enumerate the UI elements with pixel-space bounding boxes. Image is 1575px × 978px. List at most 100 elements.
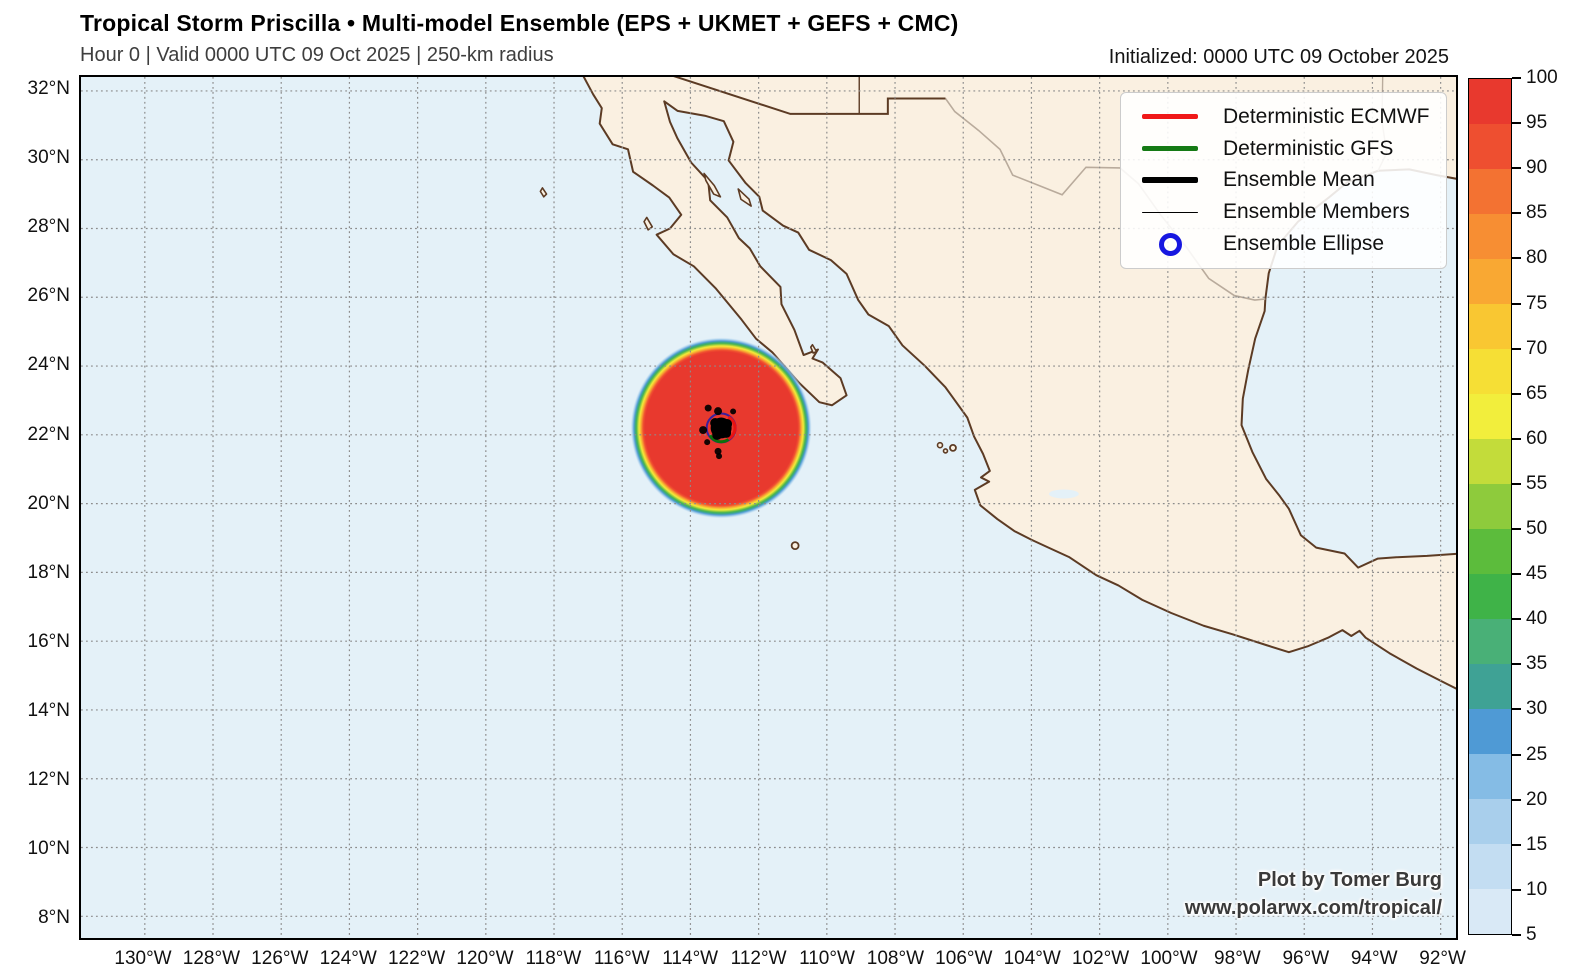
legend-row-1: Deterministic GFS [1131, 133, 1436, 164]
colorbar-tick-mark [1512, 167, 1521, 170]
y-tick-label: 22°N [27, 423, 70, 445]
colorbar-tick-mark [1512, 347, 1521, 350]
x-tick-label: 98°W [1214, 948, 1261, 969]
colorbar-band-25-30 [1469, 709, 1511, 754]
colorbar-tick-label: 45 [1526, 563, 1548, 585]
x-tick-label: 102°W [1071, 948, 1130, 969]
colorbar-band-65-70 [1469, 349, 1511, 394]
grid-lines [81, 77, 1456, 938]
legend-ellipse-icon [1131, 232, 1209, 256]
ensemble-member-dot [699, 426, 708, 435]
x-tick-label: 106°W [935, 948, 993, 969]
ensemble-member-dot [704, 404, 712, 412]
legend-swatch-shape [1158, 232, 1182, 256]
ensemble-mean-marker [710, 418, 721, 428]
x-tick-label: 122°W [387, 948, 446, 969]
colorbar-tick-mark [1512, 618, 1521, 621]
colorbar-band-80-85 [1469, 214, 1511, 259]
colorbar-band-60-65 [1469, 394, 1511, 439]
colorbar-tick-label: 50 [1526, 518, 1548, 540]
credit-text: Plot by Tomer Burg www.polarwx.com/tropi… [1185, 866, 1442, 922]
x-tick-label: 114°W [662, 948, 719, 969]
colorbar-tick-label: 100 [1526, 67, 1558, 88]
y-tick-label: 20°N [27, 492, 70, 514]
ecmwf-track-marker [727, 415, 737, 441]
colorbar-tick-label: 90 [1526, 157, 1548, 179]
colorbar-tick-label: 80 [1526, 247, 1548, 269]
colorbar-tick-label: 30 [1526, 698, 1548, 720]
colorbar-band-45-50 [1469, 529, 1511, 574]
island-maria-madre [936, 441, 944, 449]
x-tick-label: 126°W [251, 948, 309, 969]
colorbar-band-75-80 [1469, 259, 1511, 304]
gfs-track-marker [708, 434, 730, 444]
colorbar-tick-mark [1512, 798, 1521, 801]
colorbar-band-20-25 [1469, 754, 1511, 799]
island-cedros [643, 216, 654, 231]
island-angel-guarda [703, 172, 722, 198]
colorbar-band-30-35 [1469, 664, 1511, 709]
y-tick-label: 26°N [27, 285, 70, 307]
y-tick-label: 14°N [27, 699, 70, 721]
y-tick-label: 28°N [27, 216, 70, 238]
colorbar-tick-mark [1512, 212, 1521, 215]
x-tick-label: 124°W [319, 948, 377, 969]
colorbar-tick-mark [1512, 843, 1521, 846]
y-tick-label: 12°N [27, 769, 70, 790]
colorbar-tick-label: 5 [1526, 924, 1537, 945]
colorbar-tick-label: 15 [1526, 833, 1548, 855]
colorbar-tick-mark [1512, 663, 1521, 666]
colorbar-tick-mark [1512, 482, 1521, 485]
colorbar-band-35-40 [1469, 619, 1511, 664]
colorbar-tick-mark [1512, 257, 1521, 260]
x-tick-label: 110°W [799, 948, 855, 969]
colorbar-band-50-55 [1469, 484, 1511, 529]
y-tick-label: 32°N [27, 78, 70, 99]
ensemble-mean-marker [712, 429, 723, 440]
y-tick-label: 18°N [27, 561, 70, 583]
colorbar-tick-label: 75 [1526, 292, 1548, 314]
x-tick-label: 116°W [593, 948, 650, 969]
colorbar-band-5-10 [1469, 889, 1511, 934]
legend-row-4: Ensemble Ellipse [1131, 229, 1436, 260]
colorbar-tick-label: 95 [1526, 112, 1548, 134]
colorbar-tick-label: 60 [1526, 427, 1548, 449]
legend-label: Ensemble Mean [1223, 168, 1375, 192]
legend-line-icon [1131, 146, 1209, 152]
x-tick-label: 96°W [1282, 948, 1330, 969]
colorbar-band-40-45 [1469, 574, 1511, 619]
colorbar-tick-label: 70 [1526, 337, 1548, 359]
colorbar-tick-label: 55 [1526, 472, 1548, 494]
colorbar-gradient [1468, 78, 1512, 935]
colorbar-tick-mark [1512, 753, 1521, 756]
colorbar-band-90-95 [1469, 124, 1511, 169]
y-tick-label: 16°N [27, 630, 70, 652]
legend-swatch-shape [1142, 211, 1198, 214]
rio-grande-river [944, 98, 1266, 301]
colorbar-band-15-20 [1469, 799, 1511, 844]
plot-subtitle: Hour 0 | Valid 0000 UTC 09 Oct 2025 | 25… [80, 44, 554, 66]
colorbar: 100 95 90 85 80 75 70 65 60 55 50 45 40 35 30 25 20 15 10 5 [1468, 67, 1558, 945]
credit-line1: Plot by Tomer Burg [1257, 869, 1442, 891]
colorbar-tick-mark [1512, 437, 1521, 440]
us-mexico-border [673, 77, 946, 115]
colorbar-tick-mark [1512, 708, 1521, 711]
x-tick-label: 104°W [1003, 948, 1061, 969]
ensemble-member-dot [716, 453, 723, 460]
y-tick-label: 8°N [38, 907, 70, 929]
map-plot-area: Deterministic ECMWF Deterministic GFS Ense… [79, 75, 1458, 940]
x-tick-label: 112°W [730, 948, 787, 969]
x-tick-label: 100°W [1140, 948, 1198, 969]
x-tick-label: 130°W [114, 948, 172, 969]
colorbar-tick-mark [1512, 934, 1521, 936]
legend-swatch-shape [1142, 114, 1198, 120]
island-isabel [949, 443, 957, 452]
colorbar-tick-mark [1512, 77, 1521, 79]
colorbar-band-85-90 [1469, 169, 1511, 214]
legend-label: Ensemble Ellipse [1223, 232, 1385, 256]
islands [539, 172, 957, 551]
x-tick-label: 118°W [525, 948, 582, 969]
colorbar-tick-mark [1512, 302, 1521, 305]
ensemble-mean-marker [722, 419, 733, 429]
